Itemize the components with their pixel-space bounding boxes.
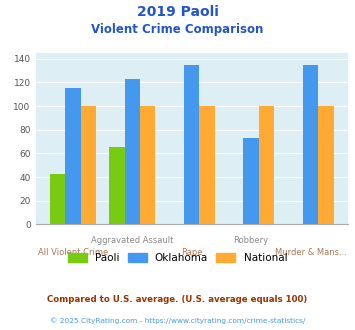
Bar [303, 65, 318, 224]
Text: 2019 Paoli: 2019 Paoli [137, 5, 218, 19]
Bar [244, 138, 259, 224]
Text: Aggravated Assault: Aggravated Assault [91, 236, 174, 245]
Legend: Paoli, Oklahoma, National: Paoli, Oklahoma, National [64, 248, 291, 267]
Text: Murder & Mans...: Murder & Mans... [274, 248, 346, 257]
Bar [65, 88, 81, 224]
Bar [50, 174, 65, 224]
Text: © 2025 CityRating.com - https://www.cityrating.com/crime-statistics/: © 2025 CityRating.com - https://www.city… [50, 317, 305, 324]
Text: Violent Crime Comparison: Violent Crime Comparison [91, 23, 264, 36]
Text: Compared to U.S. average. (U.S. average equals 100): Compared to U.S. average. (U.S. average … [47, 295, 308, 304]
Bar [200, 106, 215, 224]
Bar [184, 65, 200, 224]
Text: Rape: Rape [181, 248, 202, 257]
Bar [259, 106, 274, 224]
Text: All Violent Crime: All Violent Crime [38, 248, 108, 257]
Bar [140, 106, 155, 224]
Text: Robbery: Robbery [234, 236, 269, 245]
Bar [81, 106, 96, 224]
Bar [109, 148, 125, 224]
Bar [125, 79, 140, 224]
Bar [318, 106, 334, 224]
